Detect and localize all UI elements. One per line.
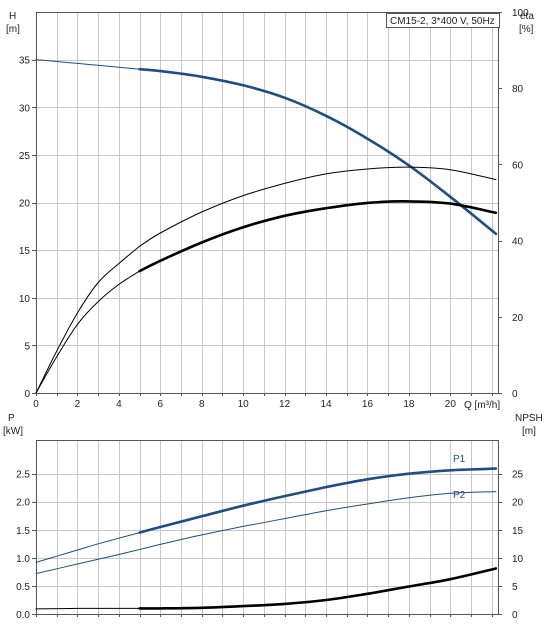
y2-tick-label: 10	[512, 554, 524, 565]
y2-tick-label: 20	[512, 313, 524, 324]
top-right-axis-label: eta	[520, 11, 534, 22]
chart-1-series-4-line	[138, 567, 498, 610]
y2-tick-label: 60	[512, 160, 524, 171]
p2-series-label: P2	[453, 490, 466, 501]
top-plot-series	[35, 59, 498, 394]
y-tick-label: 30	[19, 103, 31, 114]
y-tick-label: 10	[19, 294, 31, 305]
y2-tick-label: 40	[512, 237, 524, 248]
p1-series-label: P1	[453, 454, 466, 465]
bottom-plot-ticks: 0.0 0.5 1.0 1.5 2.0 2.5 0 5 10 15 20 25	[16, 470, 523, 621]
bottom-left-axis-unit: [kW]	[3, 426, 23, 437]
y-tick-label: 0.0	[16, 610, 30, 621]
y2-tick-label: 20	[512, 498, 524, 509]
x-tick-label: 10	[238, 399, 250, 410]
chart-0-series-2-line	[35, 245, 141, 394]
y-tick-label: 25	[19, 151, 31, 162]
y-tick-label: 20	[19, 199, 31, 210]
x-axis-label: Q [m³/h]	[464, 400, 500, 411]
top-plot-frame	[36, 12, 499, 394]
x-tick-label: 12	[279, 399, 291, 410]
y2-tick-label: 80	[512, 84, 524, 95]
chart-1-series-2-line	[35, 491, 497, 575]
chart-0-series-0-line	[35, 59, 141, 70]
y-tick-label: 1.5	[16, 526, 30, 537]
x-tick-label: 6	[158, 399, 164, 410]
y-tick-label: 0.5	[16, 582, 30, 593]
y2-tick-label: 100	[512, 8, 529, 19]
y-tick-label: 2.0	[16, 498, 30, 509]
chart-0-series-3-line	[139, 166, 497, 247]
x-tick-label: 14	[320, 399, 332, 410]
y2-tick-label: 25	[512, 470, 524, 481]
y2-tick-label: 5	[512, 582, 518, 593]
chart-1-series-3-line	[35, 607, 141, 610]
y-tick-label: 0	[24, 389, 30, 400]
top-right-axis-unit: [%]	[519, 24, 534, 35]
y-tick-label: 2.5	[16, 470, 30, 481]
bottom-plot-grid	[36, 440, 498, 614]
chart-0-series-4-line	[35, 270, 141, 394]
x-tick-label: 2	[75, 399, 81, 410]
chart-title-box	[386, 13, 500, 28]
y-tick-label: 15	[19, 246, 31, 257]
y-tick-label: 1.0	[16, 554, 30, 565]
bottom-plot-series	[35, 467, 498, 610]
bottom-right-axis-label: NPSH	[515, 413, 543, 424]
chart-1-series-1-line	[138, 467, 498, 534]
bottom-plot-frame	[36, 440, 499, 615]
y2-tick-label: 0	[512, 389, 518, 400]
top-left-axis-unit: [m]	[6, 24, 20, 35]
chart-0-series-1-line	[138, 67, 498, 236]
top-plot-ticks: 0 5 10 15 20 25 30 35 0 20 40 60 80 100 0 2 4 6 8 10 12 14 16 1…	[19, 8, 529, 410]
chart-title: CM15-2, 3*400 V, 50Hz	[390, 16, 495, 27]
x-tick-label: 8	[199, 399, 205, 410]
y-tick-label: 35	[19, 56, 31, 67]
x-tick-label: 0	[33, 399, 39, 410]
y-tick-label: 5	[24, 341, 30, 352]
x-tick-label: 16	[362, 399, 374, 410]
y2-tick-label: 0	[512, 610, 518, 621]
x-tick-label: 20	[445, 399, 457, 410]
top-left-axis-label: H	[9, 11, 16, 22]
x-tick-label: 4	[116, 399, 122, 410]
x-tick-label: 18	[403, 399, 415, 410]
chart-0-series-5-line	[138, 200, 498, 273]
chart-1-series-0-line	[35, 532, 141, 563]
bottom-right-axis-unit: [m]	[522, 426, 536, 437]
y2-tick-label: 15	[512, 526, 524, 537]
bottom-left-axis-label: P	[8, 413, 15, 424]
